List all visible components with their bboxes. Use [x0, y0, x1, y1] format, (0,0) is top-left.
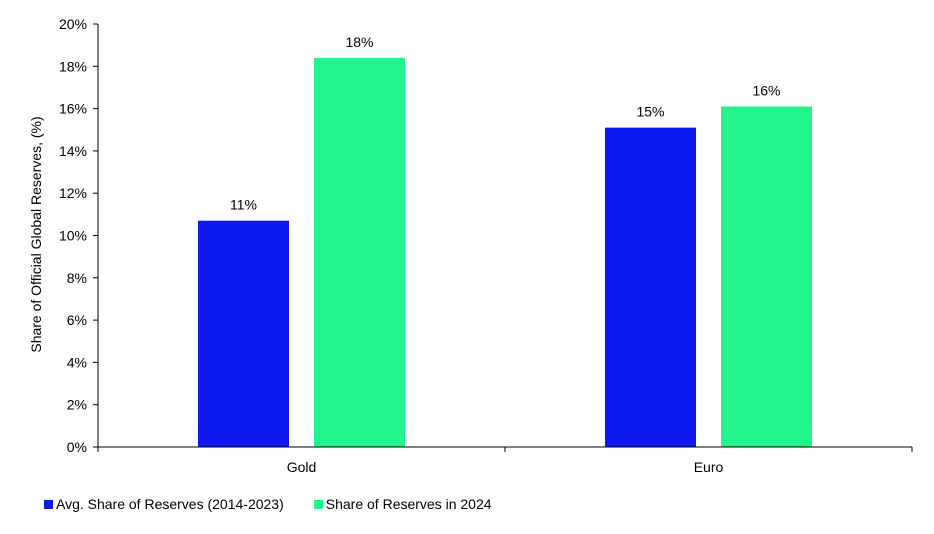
x-axis-tick-labels: Gold Euro: [97, 447, 913, 475]
bar-gold-series-2: [314, 57, 405, 448]
data-label-gold-series-2: 18%: [345, 34, 373, 50]
y-tick-label: 14%: [59, 143, 87, 159]
legend-label-series-2: Share of Reserves in 2024: [325, 496, 492, 512]
bar-euro-series-1: [605, 127, 696, 447]
data-labels: 11% 18% 15% 16%: [230, 34, 781, 213]
y-tick-label: 2%: [67, 397, 87, 413]
data-label-euro-series-1: 15%: [636, 104, 664, 120]
y-tick-label: 4%: [67, 354, 87, 370]
x-tick-label: Euro: [694, 459, 724, 475]
data-label-gold-series-1: 11%: [230, 197, 257, 213]
legend-label-series-1: Avg. Share of Reserves (2014-2023): [56, 496, 284, 512]
data-label-euro-series-2: 16%: [752, 82, 780, 98]
bar-gold-series-1: [198, 220, 289, 447]
y-tick-label: 8%: [67, 270, 87, 286]
legend-swatch-series-2: [313, 499, 323, 509]
legend-item-series-2: Share of Reserves in 2024: [313, 496, 492, 512]
y-axis-label: Share of Official Global Reserves, (%): [28, 116, 44, 352]
legend: Avg. Share of Reserves (2014-2023) Share…: [44, 496, 522, 512]
legend-item-series-1: Avg. Share of Reserves (2014-2023): [44, 496, 284, 512]
y-tick-label: 20%: [59, 16, 87, 32]
bar-euro-series-2: [721, 106, 812, 448]
y-tick-label: 12%: [59, 185, 87, 201]
y-tick-label: 10%: [59, 228, 87, 244]
y-tick-label: 18%: [59, 58, 87, 74]
x-tick-label: Gold: [287, 459, 317, 475]
y-axis-ticks: 0% 2% 4% 6% 8% 10% 12% 14% 16% 18% 20%: [59, 16, 98, 455]
y-tick-label: 6%: [67, 312, 87, 328]
legend-swatch-series-1: [44, 499, 53, 509]
y-tick-label: 16%: [59, 101, 87, 117]
bars: [198, 57, 812, 448]
y-tick-label: 0%: [67, 439, 87, 455]
